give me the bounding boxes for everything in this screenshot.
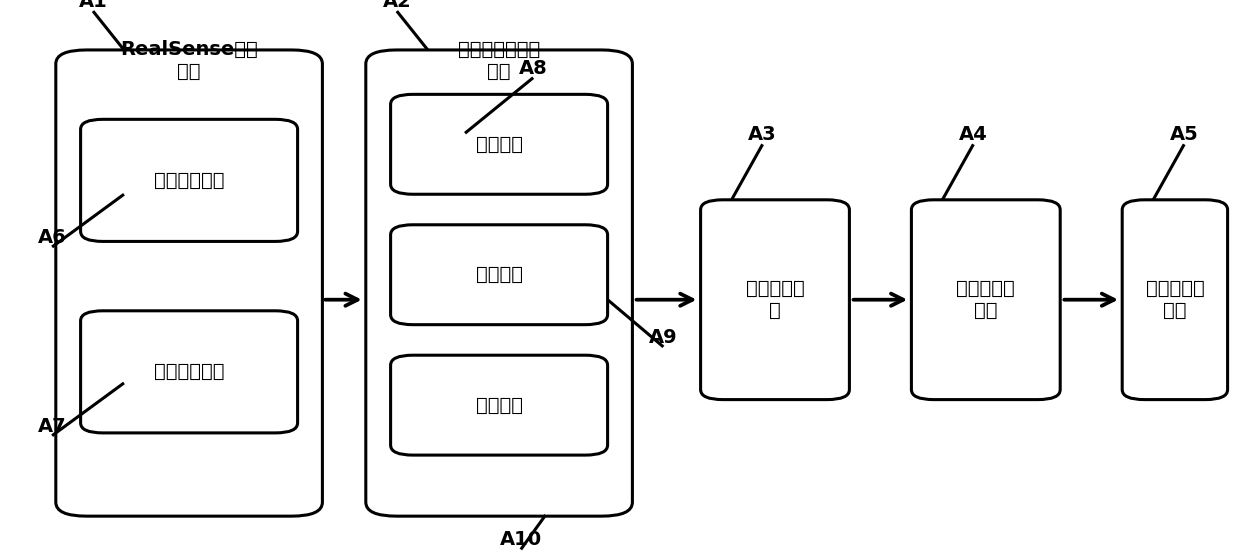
Text: 描述符计算
模块: 描述符计算 模块 xyxy=(956,279,1016,320)
Text: A6: A6 xyxy=(37,228,67,247)
FancyBboxPatch shape xyxy=(391,225,608,325)
Text: A1: A1 xyxy=(78,0,108,11)
Text: A3: A3 xyxy=(748,125,777,144)
FancyBboxPatch shape xyxy=(391,355,608,455)
Text: 直通滤波: 直通滤波 xyxy=(476,135,522,154)
Text: 描述符匹配
模块: 描述符匹配 模块 xyxy=(1146,279,1204,320)
Text: A2: A2 xyxy=(382,0,412,11)
Text: 彩色图像信息: 彩色图像信息 xyxy=(154,171,224,190)
FancyBboxPatch shape xyxy=(81,119,298,241)
FancyBboxPatch shape xyxy=(56,50,322,516)
FancyBboxPatch shape xyxy=(391,94,608,194)
Text: A8: A8 xyxy=(518,59,548,78)
FancyBboxPatch shape xyxy=(911,200,1060,400)
Text: A10: A10 xyxy=(500,531,542,549)
Text: 特征提取模
块: 特征提取模 块 xyxy=(745,279,805,320)
Text: A4: A4 xyxy=(959,125,988,144)
FancyBboxPatch shape xyxy=(1122,200,1228,400)
Text: 统计滤波: 统计滤波 xyxy=(476,265,522,284)
Text: RealSense数据
接口: RealSense数据 接口 xyxy=(120,39,258,80)
Text: 平面去除: 平面去除 xyxy=(476,396,522,415)
FancyBboxPatch shape xyxy=(701,200,849,400)
FancyBboxPatch shape xyxy=(366,50,632,516)
Text: A5: A5 xyxy=(1169,125,1199,144)
FancyBboxPatch shape xyxy=(81,311,298,433)
Text: A9: A9 xyxy=(649,328,678,347)
Text: 图像信息预处理
模块: 图像信息预处理 模块 xyxy=(458,39,541,80)
Text: 深度图像信息: 深度图像信息 xyxy=(154,362,224,381)
Text: A7: A7 xyxy=(37,417,67,436)
